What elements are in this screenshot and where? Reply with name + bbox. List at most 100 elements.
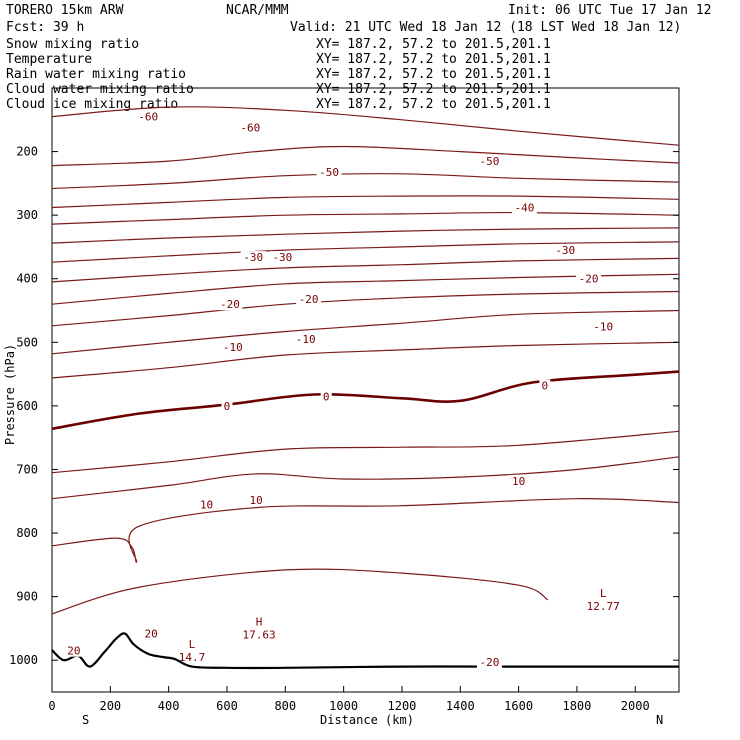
contour-label-bg bbox=[539, 379, 551, 392]
isotherm-line-m60 bbox=[51, 106, 680, 146]
contour-label-bg bbox=[511, 201, 537, 214]
contour-label: -10 bbox=[296, 333, 316, 346]
contour-label: -60 bbox=[240, 121, 260, 134]
contour-label: 10 bbox=[250, 494, 263, 507]
contour-label: 0 bbox=[224, 400, 231, 413]
field-label-rain: Rain water mixing ratio bbox=[6, 67, 186, 82]
x-tick-label: 1800 bbox=[562, 699, 591, 713]
x-tick-label: 0 bbox=[48, 699, 55, 713]
contour-label: 20 bbox=[67, 645, 80, 658]
extremum-value: 14.7 bbox=[179, 651, 206, 664]
contour-label-bg bbox=[237, 121, 263, 134]
isotherm-line-m40 bbox=[51, 211, 680, 225]
y-tick-label: 200 bbox=[16, 145, 38, 159]
contour-label-bg bbox=[293, 333, 319, 346]
contour-label: -10 bbox=[223, 341, 243, 354]
contour-label-bg bbox=[320, 390, 332, 403]
field-label-cloud-water: Cloud water mixing ratio bbox=[6, 82, 194, 97]
contour-label-bg bbox=[217, 298, 243, 311]
contour-label-bg bbox=[64, 644, 83, 657]
isotherm-line-m45 bbox=[51, 195, 680, 209]
y-tick-label: 500 bbox=[16, 335, 38, 349]
field-legend: Snow mixing ratio XY= 187.2, 57.2 to 201… bbox=[6, 37, 551, 112]
contour-label: 10 bbox=[200, 498, 213, 511]
y-tick-label: 300 bbox=[16, 208, 38, 222]
contour-label: -40 bbox=[514, 202, 534, 215]
extremum-value: 17.63 bbox=[242, 629, 275, 642]
x-tick-label: 2000 bbox=[621, 699, 650, 713]
contour-label-bg bbox=[142, 627, 161, 640]
contour-label-bg bbox=[576, 272, 602, 285]
contour-label-bg bbox=[221, 399, 233, 412]
y-tick-label: 600 bbox=[16, 399, 38, 413]
contour-label: -50 bbox=[480, 155, 500, 168]
contour-label-bg bbox=[476, 155, 502, 168]
isotherm-line-m55 bbox=[51, 145, 680, 167]
isotherm-line-m35 bbox=[51, 227, 680, 244]
isotherm-line-m30 bbox=[51, 241, 680, 263]
contour-label-bg bbox=[197, 498, 216, 511]
contour-label: -60 bbox=[138, 111, 158, 124]
x-tick-label: 1200 bbox=[388, 699, 417, 713]
contour-label: -50 bbox=[319, 166, 339, 179]
north-endpoint-label: N bbox=[656, 713, 663, 727]
isotherm-line-m20 bbox=[51, 273, 680, 305]
valid-time: Valid: 21 UTC Wed 18 Jan 12 (18 LST Wed … bbox=[290, 20, 681, 35]
contour-label: -20 bbox=[299, 293, 319, 306]
contour-label: 0 bbox=[542, 380, 549, 393]
contour-label-bg bbox=[135, 110, 161, 123]
contour-label-bg bbox=[240, 251, 266, 264]
field-label-snow: Snow mixing ratio bbox=[6, 37, 139, 52]
contour-label: -30 bbox=[243, 251, 263, 264]
x-tick-label: 400 bbox=[158, 699, 180, 713]
isotherm-line-15 bbox=[51, 498, 680, 563]
field-xy-temperature: XY= 187.2, 57.2 to 201.5,201.1 bbox=[316, 52, 551, 67]
y-tick-label: 800 bbox=[16, 526, 38, 540]
contour-label-bg bbox=[247, 493, 266, 506]
isotherm-line-10 bbox=[51, 456, 680, 500]
plot-frame bbox=[51, 87, 680, 693]
x-tick-label: 800 bbox=[274, 699, 296, 713]
contour-label: -20 bbox=[579, 273, 599, 286]
extremum-letter: L bbox=[600, 587, 607, 600]
field-label-temperature: Temperature bbox=[6, 52, 92, 67]
contour-label-bg bbox=[552, 244, 578, 257]
isotherm-line-m25 bbox=[51, 257, 680, 283]
terrain-profile bbox=[51, 632, 679, 670]
isotherm-line-m50 bbox=[51, 173, 680, 190]
isotherm-line-m5 bbox=[51, 341, 680, 379]
contour-label-bg bbox=[590, 320, 616, 333]
field-xy-cloud-ice: XY= 187.2, 57.2 to 201.5,201.1 bbox=[316, 97, 551, 112]
extremum-letter: H bbox=[256, 616, 263, 629]
x-tick-label: 1600 bbox=[504, 699, 533, 713]
forecast-hour: Fcst: 39 h bbox=[6, 20, 84, 35]
x-axis-title: Distance (km) bbox=[320, 713, 414, 727]
init-time: Init: 06 UTC Tue 17 Jan 12 bbox=[508, 3, 712, 18]
contour-label-bg bbox=[509, 474, 528, 487]
x-tick-label: 1400 bbox=[446, 699, 475, 713]
contour-label: -10 bbox=[593, 320, 613, 333]
contour-label: -20 bbox=[480, 656, 500, 669]
isotherm-lines bbox=[51, 106, 680, 615]
extremum-letter: L bbox=[189, 638, 196, 651]
organization-label: NCAR/MMM bbox=[226, 3, 289, 18]
isotherm-line-0 bbox=[51, 370, 680, 431]
contour-label-bg bbox=[269, 251, 295, 264]
y-axis-title: Pressure (hPa) bbox=[3, 344, 17, 445]
x-axis: 0 200 400 600 800 1000 1200 1400 1600 1800 2000 bbox=[48, 686, 650, 713]
y-tick-label: 1000 bbox=[9, 653, 38, 667]
contour-label: -30 bbox=[272, 251, 292, 264]
extremum-value: 12.77 bbox=[587, 600, 620, 613]
contour-label-bg bbox=[476, 656, 502, 669]
contour-label: 10 bbox=[512, 475, 525, 488]
y-tick-label: 700 bbox=[16, 462, 38, 476]
y-tick-label: 900 bbox=[16, 590, 38, 604]
x-tick-label: 1000 bbox=[329, 699, 358, 713]
isotherm-line-m10 bbox=[51, 309, 680, 355]
contour-label: 0 bbox=[323, 390, 330, 403]
field-xy-cloud-water: XY= 187.2, 57.2 to 201.5,201.1 bbox=[316, 82, 551, 97]
contour-label: -20 bbox=[220, 298, 240, 311]
